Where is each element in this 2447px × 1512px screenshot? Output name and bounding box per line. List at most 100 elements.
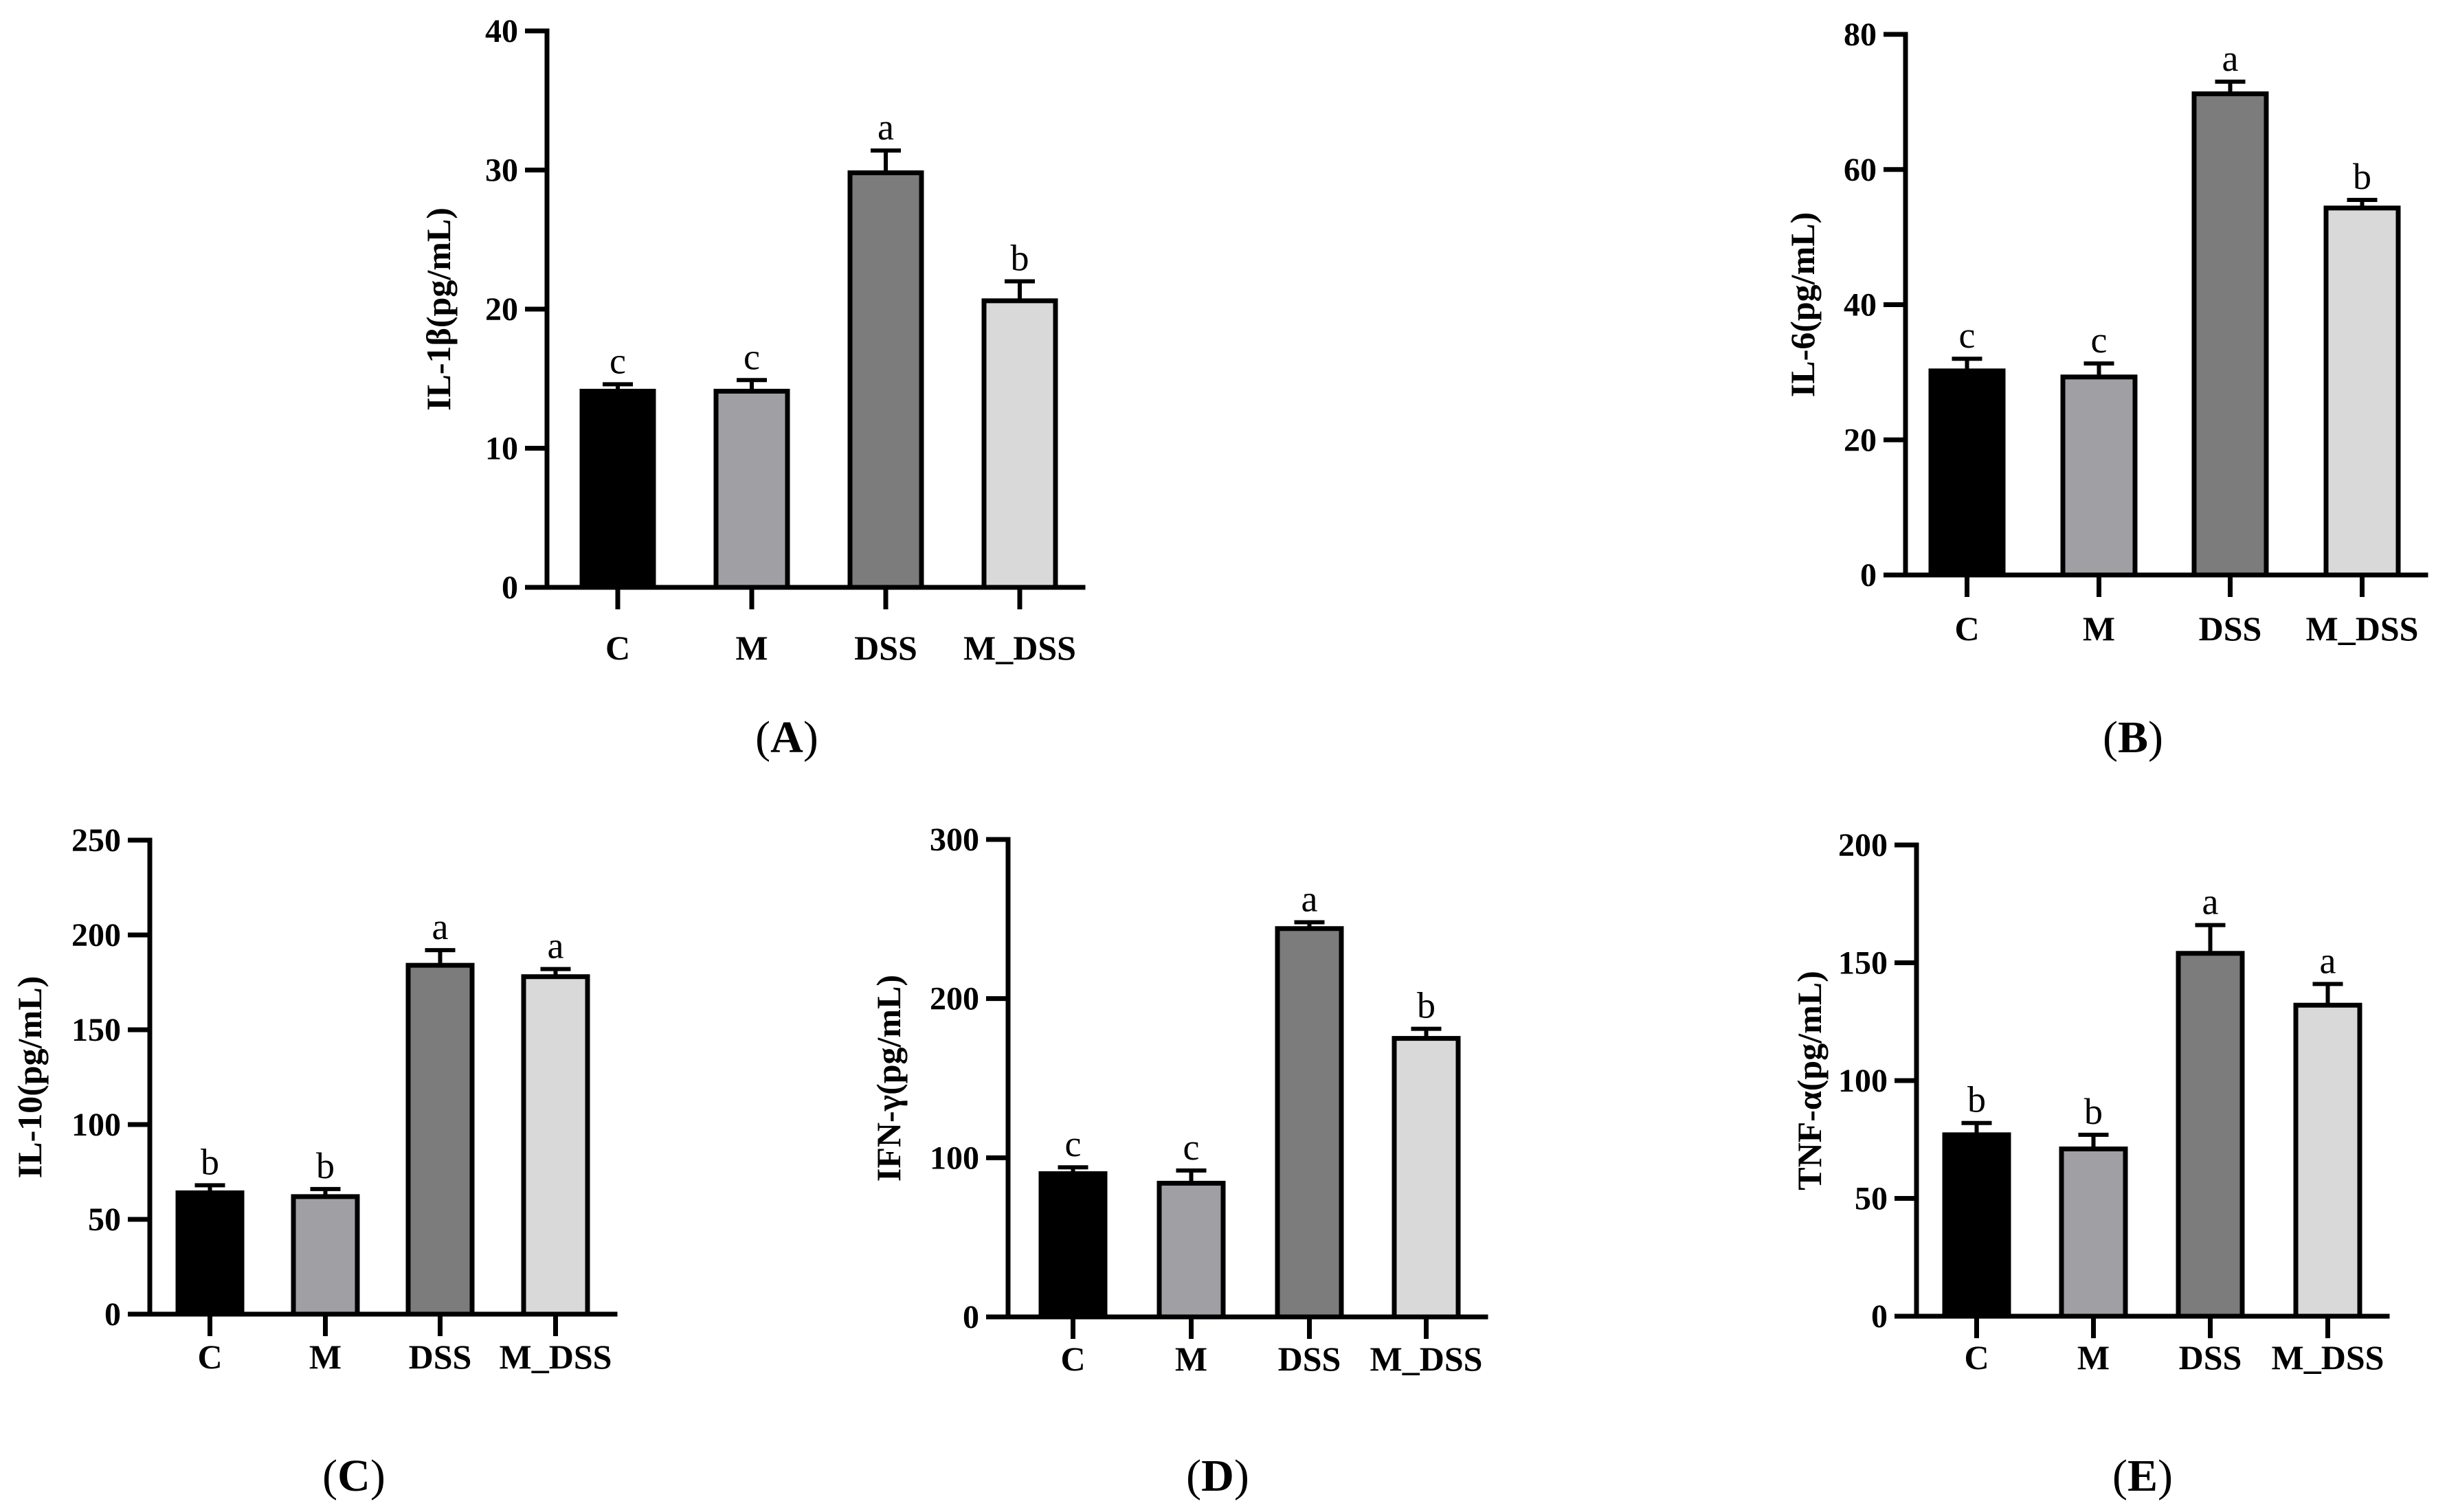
category-label: DSS (2199, 609, 2262, 648)
y-tick-label: 200 (1838, 827, 1888, 864)
y-tick-label: 0 (502, 569, 518, 606)
chart-panel-5: 0 50 100 150 200 TNF-α(pg/mL) b Cb Ma DSS a M_DSS (E… (1790, 827, 2390, 1501)
y-tick-label: 100 (71, 1107, 121, 1143)
y-tick-label: 0 (104, 1296, 121, 1333)
significance-label: b (2353, 156, 2371, 197)
significance-label: a (548, 925, 564, 967)
chart-panel-3: 0 50 100 150 200 250 IL-10(pg/mL) b Cb Ma DSS a M_DS… (10, 822, 618, 1501)
y-tick-label: 0 (1860, 557, 1877, 594)
category-label: M (2077, 1338, 2110, 1377)
category-label: C (1964, 1338, 1989, 1377)
chart-panel-2: 0 20 40 60 80 IL-6(pg/mL) c Cc Ma DSS b M_DSS (B) (1783, 16, 2428, 763)
bar-m (2060, 374, 2138, 578)
significance-label: b (2084, 1091, 2103, 1132)
bar-dss (2176, 951, 2245, 1319)
y-tick-label: 100 (1838, 1063, 1888, 1099)
category-label: DSS (1278, 1340, 1341, 1378)
y-axis-label: IL-6(pg/mL) (1783, 212, 1822, 397)
bar-m-dss (2323, 205, 2401, 578)
category-label: DSS (409, 1338, 472, 1376)
category-label: M_DSS (2272, 1338, 2384, 1377)
bar-m (713, 388, 790, 590)
category-label: M (2083, 609, 2115, 648)
bar-c (579, 388, 656, 590)
significance-label: a (878, 106, 894, 148)
category-label: C (1954, 609, 1979, 648)
y-tick-label: 20 (485, 291, 518, 328)
bar-dss (405, 962, 475, 1317)
panel-label: (A) (755, 712, 818, 763)
category-label: M (309, 1338, 342, 1376)
bar-m-dss (2293, 1002, 2362, 1319)
y-tick-label: 40 (1844, 287, 1877, 324)
significance-label: c (2091, 319, 2108, 361)
category-label: M_DSS (963, 629, 1076, 667)
significance-label: c (1065, 1123, 1082, 1164)
category-label: DSS (2179, 1338, 2242, 1377)
significance-label: b (1417, 985, 1435, 1026)
y-axis-label: IFN-γ(pg/mL) (869, 975, 908, 1182)
category-label: M (1175, 1340, 1207, 1378)
significance-label: c (1959, 315, 1976, 356)
significance-label: c (744, 336, 760, 377)
y-tick-label: 20 (1844, 422, 1877, 458)
bar-c (1038, 1171, 1108, 1320)
y-tick-label: 50 (88, 1201, 121, 1238)
bar-dss (1275, 926, 1344, 1320)
category-label: DSS (854, 629, 917, 667)
y-tick-label: 10 (485, 431, 518, 467)
category-label: M (735, 629, 768, 667)
bar-c (175, 1190, 245, 1317)
bar-c (1928, 368, 2006, 578)
category-label: C (1060, 1340, 1085, 1378)
significance-label: b (1011, 238, 1029, 279)
y-tick-label: 60 (1844, 152, 1877, 188)
y-tick-label: 40 (485, 13, 518, 49)
bar-m-dss (1392, 1036, 1461, 1320)
y-tick-label: 200 (71, 917, 121, 954)
panel-label: (C) (322, 1451, 386, 1501)
y-tick-label: 30 (485, 153, 518, 189)
y-tick-label: 100 (930, 1140, 979, 1176)
y-tick-label: 80 (1844, 16, 1877, 53)
y-tick-label: 200 (930, 981, 979, 1017)
bar-m-dss (521, 974, 590, 1317)
panel-label: (D) (1186, 1451, 1249, 1501)
category-label: M_DSS (500, 1338, 612, 1376)
category-label: C (197, 1338, 222, 1376)
significance-label: b (1967, 1079, 1986, 1120)
y-tick-label: 150 (1838, 945, 1888, 982)
panel-label: (B) (2103, 712, 2163, 763)
chart-panel-1: 0 10 20 30 40 IL-1β(pg/mL) c Cc Ma DSS b M_DSS (A) (419, 13, 1086, 763)
y-tick-label: 0 (963, 1299, 979, 1335)
bar-m (291, 1194, 360, 1317)
category-label: C (605, 629, 630, 667)
y-tick-label: 300 (930, 822, 979, 858)
y-tick-label: 0 (1871, 1298, 1888, 1335)
y-axis-label: IL-10(pg/mL) (10, 976, 49, 1178)
significance-label: a (2202, 881, 2219, 923)
significance-label: b (316, 1145, 335, 1186)
significance-label: c (1183, 1127, 1200, 1168)
bar-m (1157, 1180, 1226, 1320)
y-tick-label: 50 (1855, 1181, 1888, 1217)
y-tick-label: 250 (71, 822, 121, 859)
significance-label: a (1301, 878, 1318, 919)
bar-m (2059, 1146, 2128, 1319)
panel-label: (E) (2112, 1451, 2173, 1501)
y-axis-label: IL-1β(pg/mL) (419, 207, 458, 411)
bar-c (1942, 1132, 2011, 1319)
bar-dss (847, 170, 924, 590)
chart-panel-4: 0 100 200 300 IFN-γ(pg/mL) c Cc Ma DSS b M_DSS (D) (869, 822, 1488, 1501)
y-tick-label: 150 (71, 1012, 121, 1048)
bar-m-dss (981, 298, 1058, 590)
category-label: M_DSS (2306, 609, 2419, 648)
significance-label: b (201, 1141, 219, 1182)
significance-label: a (432, 906, 449, 947)
y-axis-label: TNF-α(pg/mL) (1790, 971, 1829, 1191)
significance-label: a (2222, 38, 2239, 79)
significance-label: c (610, 340, 626, 381)
bar-dss (2191, 91, 2269, 578)
significance-label: a (2320, 940, 2336, 981)
